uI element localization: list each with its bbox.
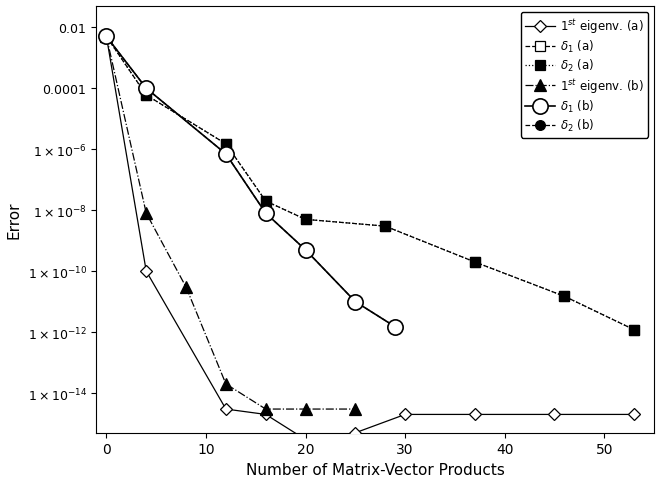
$1^{st}$ eigenv. (b) [142,211,150,217]
$1^{st}$ eigenv. (b) [102,34,110,40]
Line: $\delta_1$ (b): $\delta_1$ (b) [98,30,403,335]
$\delta_2$ (b) [301,247,309,253]
$1^{st}$ eigenv. (a) [262,412,270,418]
$\delta_1$ (b) [262,211,270,217]
$\delta_2$ (b) [391,324,399,330]
$1^{st}$ eigenv. (a) [471,412,479,418]
$\delta_2$ (b) [102,34,110,40]
Legend: $1^{st}$ eigenv. (a), $\delta_1$ (a), $\delta_2$ (a), $1^{st}$ eigenv. (b), $\de: $1^{st}$ eigenv. (a), $\delta_1$ (a), $\… [521,13,648,138]
$1^{st}$ eigenv. (a) [301,437,309,442]
$\delta_2$ (b) [262,211,270,217]
$\delta_1$ (b) [142,86,150,92]
Y-axis label: Error: Error [7,201,22,239]
$\delta_2$ (a) [222,142,230,148]
$1^{st}$ eigenv. (a) [401,412,409,418]
$1^{st}$ eigenv. (b) [301,406,309,412]
$\delta_2$ (a) [142,93,150,99]
$\delta_1$ (a) [561,294,568,300]
$\delta_2$ (a) [262,199,270,205]
$\delta_1$ (a) [630,327,638,333]
Line: $\delta_1$ (a): $\delta_1$ (a) [102,32,639,335]
$\delta_1$ (b) [301,247,309,253]
Line: $1^{st}$ eigenv. (b): $1^{st}$ eigenv. (b) [100,31,362,415]
$\delta_1$ (a) [222,142,230,148]
$1^{st}$ eigenv. (b) [182,285,190,290]
$\delta_1$ (b) [352,299,360,305]
$\delta_1$ (b) [222,151,230,157]
$1^{st}$ eigenv. (a) [352,430,360,436]
$\delta_1$ (b) [102,34,110,40]
$1^{st}$ eigenv. (a) [551,412,559,418]
$\delta_1$ (b) [391,324,399,330]
$1^{st}$ eigenv. (a) [142,269,150,274]
$1^{st}$ eigenv. (a) [102,34,110,40]
$1^{st}$ eigenv. (b) [262,406,270,412]
$\delta_2$ (a) [381,224,389,229]
$1^{st}$ eigenv. (a) [630,412,638,418]
$1^{st}$ eigenv. (b) [352,406,360,412]
X-axis label: Number of Matrix-Vector Products: Number of Matrix-Vector Products [246,462,505,477]
$\delta_2$ (a) [561,294,568,300]
$\delta_2$ (a) [301,217,309,223]
Line: $\delta_2$ (b): $\delta_2$ (b) [102,32,400,332]
$\delta_1$ (a) [102,34,110,40]
$\delta_1$ (a) [381,224,389,229]
$\delta_1$ (a) [142,93,150,99]
Line: $\delta_2$ (a): $\delta_2$ (a) [102,32,639,335]
$1^{st}$ eigenv. (b) [222,381,230,387]
Line: $1^{st}$ eigenv. (a): $1^{st}$ eigenv. (a) [102,33,639,444]
$\delta_1$ (a) [262,199,270,205]
$\delta_2$ (b) [142,86,150,92]
$\delta_2$ (a) [471,259,479,265]
$1^{st}$ eigenv. (a) [222,406,230,412]
$\delta_1$ (a) [301,217,309,223]
$\delta_2$ (a) [102,34,110,40]
$\delta_2$ (b) [352,299,360,305]
$\delta_2$ (a) [630,327,638,333]
$\delta_2$ (b) [222,151,230,157]
$\delta_1$ (a) [471,259,479,265]
